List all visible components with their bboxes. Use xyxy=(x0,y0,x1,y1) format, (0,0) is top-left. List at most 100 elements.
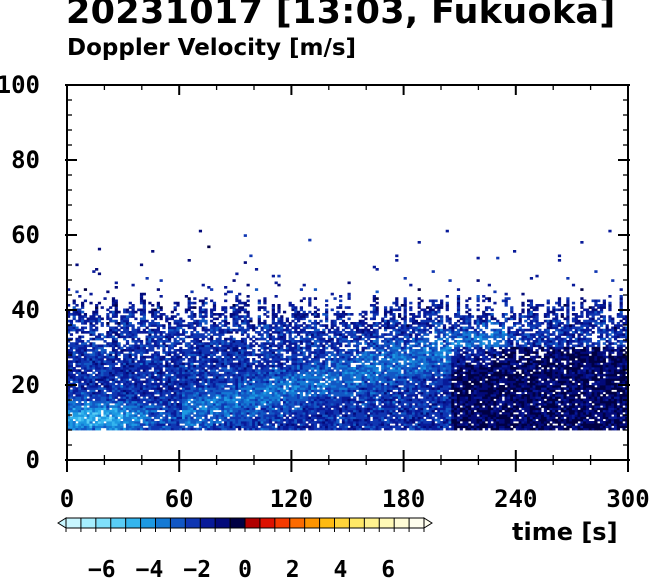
heatmap-cell xyxy=(156,304,160,307)
heatmap-cell xyxy=(92,317,96,321)
heatmap-cell xyxy=(344,378,348,381)
heatmap-cell xyxy=(313,378,318,381)
heatmap-cell xyxy=(179,342,183,345)
heatmap-cell xyxy=(263,385,267,388)
heatmap-cell xyxy=(381,389,385,393)
heatmap-cell xyxy=(120,425,124,429)
heatmap-cell xyxy=(142,322,146,325)
heatmap-cell xyxy=(125,331,130,334)
heatmap-cell xyxy=(120,427,124,431)
heatmap-cell xyxy=(294,387,298,390)
heatmap-cell xyxy=(109,394,113,397)
heatmap-cell xyxy=(109,421,113,424)
heatmap-cell xyxy=(184,362,189,366)
heatmap-cell xyxy=(246,421,250,424)
heatmap-cell xyxy=(165,400,169,404)
heatmap-cell xyxy=(212,421,217,424)
heatmap-cell xyxy=(271,355,275,359)
heatmap-cell xyxy=(285,371,289,375)
heatmap-cell xyxy=(381,378,385,381)
heatmap-cell xyxy=(297,367,301,370)
heatmap-cell xyxy=(336,412,340,415)
heatmap-cell xyxy=(297,313,301,316)
heatmap-cell xyxy=(291,425,295,429)
heatmap-cell xyxy=(277,344,281,348)
heatmap-cell xyxy=(344,358,348,361)
heatmap-cell xyxy=(344,326,348,330)
heatmap-cell xyxy=(364,403,368,406)
heatmap-cell xyxy=(69,322,74,325)
heatmap-cell xyxy=(89,301,93,305)
heatmap-cell xyxy=(109,360,113,363)
heatmap-cell xyxy=(322,353,326,357)
heatmap-cell xyxy=(120,319,124,323)
heatmap-cell xyxy=(257,403,261,406)
heatmap-cell xyxy=(137,308,141,312)
heatmap-cell xyxy=(232,398,236,402)
heatmap-cell xyxy=(367,398,371,402)
heatmap-cell xyxy=(336,328,340,332)
heatmap-cell xyxy=(198,387,203,390)
heatmap-cell xyxy=(179,421,183,424)
heatmap-cell xyxy=(311,418,315,422)
heatmap-cell xyxy=(249,364,253,368)
heatmap-cell xyxy=(215,421,219,424)
heatmap-cell xyxy=(361,349,365,352)
heatmap-cell xyxy=(263,405,267,408)
heatmap-cell xyxy=(274,369,278,372)
heatmap-cell xyxy=(89,398,93,402)
heatmap-cell xyxy=(137,423,141,426)
heatmap-cell xyxy=(235,362,239,366)
heatmap-cell xyxy=(358,423,362,426)
heatmap-cell xyxy=(274,421,278,424)
heatmap-cell xyxy=(282,382,287,386)
heatmap-cell xyxy=(263,331,267,334)
heatmap-cell xyxy=(179,358,183,361)
heatmap-cell xyxy=(322,418,326,422)
heatmap-cell xyxy=(333,405,337,408)
heatmap-cell xyxy=(224,378,228,381)
heatmap-cell xyxy=(176,389,180,393)
heatmap-cell xyxy=(277,362,281,366)
heatmap-cell xyxy=(299,394,304,397)
heatmap-cell xyxy=(238,317,242,321)
heatmap-cell xyxy=(299,380,304,384)
heatmap-cell xyxy=(333,364,337,368)
heatmap-cell xyxy=(182,364,186,368)
heatmap-cell xyxy=(67,351,71,354)
heatmap-cell xyxy=(139,367,144,370)
heatmap-cell xyxy=(212,313,217,316)
heatmap-cell xyxy=(137,391,141,395)
heatmap-cell xyxy=(106,416,110,420)
heatmap-cell xyxy=(226,425,231,429)
heatmap-cell xyxy=(218,396,222,399)
heatmap-cell xyxy=(305,369,309,372)
heatmap-cell xyxy=(325,319,329,323)
heatmap-cell xyxy=(243,337,247,341)
heatmap-cell xyxy=(333,373,337,377)
heatmap-cell xyxy=(128,385,132,388)
heatmap-cell xyxy=(280,362,284,366)
heatmap-cell xyxy=(266,371,270,375)
heatmap-cell xyxy=(266,405,270,408)
heatmap-cell xyxy=(97,364,102,368)
heatmap-cell xyxy=(78,380,82,384)
heatmap-cell xyxy=(249,427,253,431)
heatmap-cell xyxy=(325,371,329,375)
heatmap-cell xyxy=(69,351,74,354)
heatmap-cell xyxy=(218,328,222,332)
heatmap-cell xyxy=(92,405,96,408)
heatmap-cell xyxy=(210,324,214,327)
heatmap-cell xyxy=(282,358,287,361)
heatmap-cell xyxy=(288,358,292,361)
heatmap-cell xyxy=(67,389,71,393)
heatmap-cell xyxy=(114,391,118,395)
heatmap-cell xyxy=(173,349,177,352)
heatmap-cell xyxy=(339,313,343,316)
heatmap-cell xyxy=(232,391,236,395)
heatmap-cell xyxy=(201,315,205,318)
heatmap-cell xyxy=(246,326,250,330)
heatmap-cell xyxy=(72,342,76,345)
heatmap-cell xyxy=(131,358,135,361)
heatmap-cell xyxy=(254,423,259,426)
